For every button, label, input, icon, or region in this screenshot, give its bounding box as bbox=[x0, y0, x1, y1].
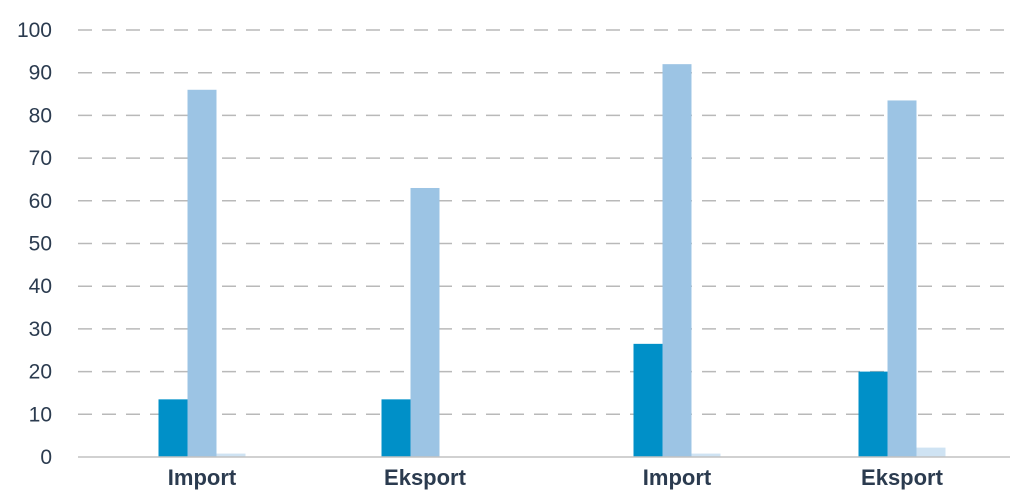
bar-series2-4 bbox=[887, 100, 917, 457]
bar-series3-3 bbox=[691, 453, 721, 457]
x-category-label: Eksport bbox=[861, 465, 944, 490]
bar-series1-2 bbox=[381, 399, 411, 457]
bar-series1-1 bbox=[158, 399, 188, 457]
y-tick-label: 0 bbox=[40, 446, 52, 469]
bar-series2-3 bbox=[662, 64, 692, 457]
y-tick-label: 40 bbox=[29, 275, 52, 298]
bar-series3-1 bbox=[216, 453, 246, 457]
y-axis-ticks: 0 10 20 30 40 50 60 70 80 90 100 bbox=[17, 19, 52, 469]
y-tick-label: 20 bbox=[29, 361, 52, 384]
bar-series1-3 bbox=[633, 343, 663, 457]
y-tick-label: 10 bbox=[29, 403, 52, 426]
bars bbox=[158, 64, 946, 458]
y-tick-label: 80 bbox=[29, 104, 52, 127]
x-category-label: Import bbox=[643, 465, 712, 490]
gridlines bbox=[78, 29, 1010, 416]
y-tick-label: 70 bbox=[29, 147, 52, 170]
x-axis-labels: Import Eksport Import Eksport bbox=[168, 465, 944, 490]
bar-series2-1 bbox=[187, 89, 217, 457]
bar-series1-4 bbox=[858, 371, 888, 457]
bar-series3-4 bbox=[916, 447, 946, 457]
y-tick-label: 60 bbox=[29, 190, 52, 213]
y-tick-label: 30 bbox=[29, 318, 52, 341]
bar-series2-2 bbox=[410, 187, 440, 458]
y-tick-label: 100 bbox=[17, 19, 52, 42]
x-category-label: Import bbox=[168, 465, 237, 490]
y-tick-label: 90 bbox=[29, 62, 52, 85]
x-category-label: Eksport bbox=[384, 465, 467, 490]
y-tick-label: 50 bbox=[29, 233, 52, 256]
